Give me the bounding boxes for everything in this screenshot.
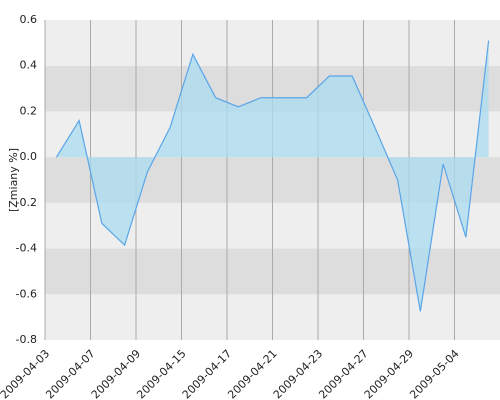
y-tick-label: 0.0 [20,150,38,163]
y-tick-label: 0.6 [20,13,38,26]
y-tick-label: -0.8 [16,333,37,346]
y-tick-label: -0.6 [16,287,37,300]
line [55,40,490,312]
area [56,40,489,312]
y-axis-label: [Zmiany %] [7,148,20,212]
y-tick-label: 0.2 [20,104,38,117]
x-tick-label: 2009-05-04 [407,347,461,400]
y-tick-label: -0.2 [16,196,37,209]
y-tick-label: -0.4 [16,242,37,255]
y-tick-label: 0.4 [20,59,38,72]
